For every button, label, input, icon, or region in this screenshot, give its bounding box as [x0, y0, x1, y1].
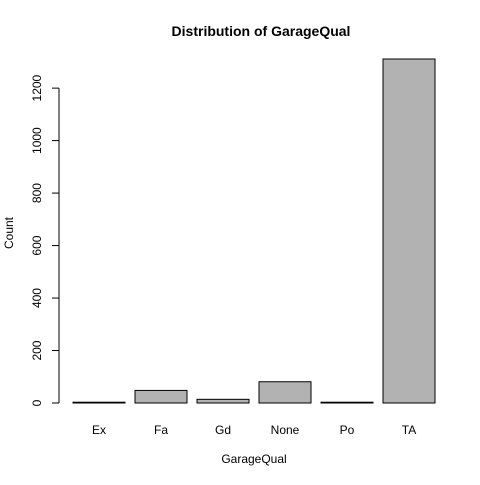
bar-ex — [72, 401, 126, 404]
x-axis-label: GarageQual — [221, 452, 286, 466]
bar-gd — [196, 398, 250, 404]
y-axis-label: Count — [2, 216, 16, 249]
y-tick-label: 200 — [30, 340, 44, 360]
y-tick-label: 600 — [30, 235, 44, 255]
y-axis: 0 200 400 600 800 1000 1200 — [30, 74, 60, 406]
chart-title: Distribution of GarageQual — [172, 23, 351, 39]
x-tick-labels: Ex Fa Gd None Po TA — [92, 423, 416, 437]
bar-po — [320, 401, 374, 404]
bar-ta — [382, 58, 436, 404]
x-tick-label: Po — [340, 423, 355, 437]
bar-fa — [134, 389, 188, 404]
x-tick-label: Ex — [92, 423, 106, 437]
x-tick-label: Gd — [215, 423, 231, 437]
y-tick-label: 1200 — [30, 74, 44, 101]
y-tick-label: 1000 — [30, 127, 44, 154]
y-tick-label: 400 — [30, 288, 44, 308]
x-tick-label: Fa — [154, 423, 168, 437]
bar-none — [258, 381, 312, 404]
x-tick-label: None — [271, 423, 300, 437]
y-tick-label: 800 — [30, 183, 44, 203]
bars-group — [72, 58, 436, 404]
y-tick-label: 0 — [30, 399, 44, 406]
x-tick-label: TA — [402, 423, 416, 437]
